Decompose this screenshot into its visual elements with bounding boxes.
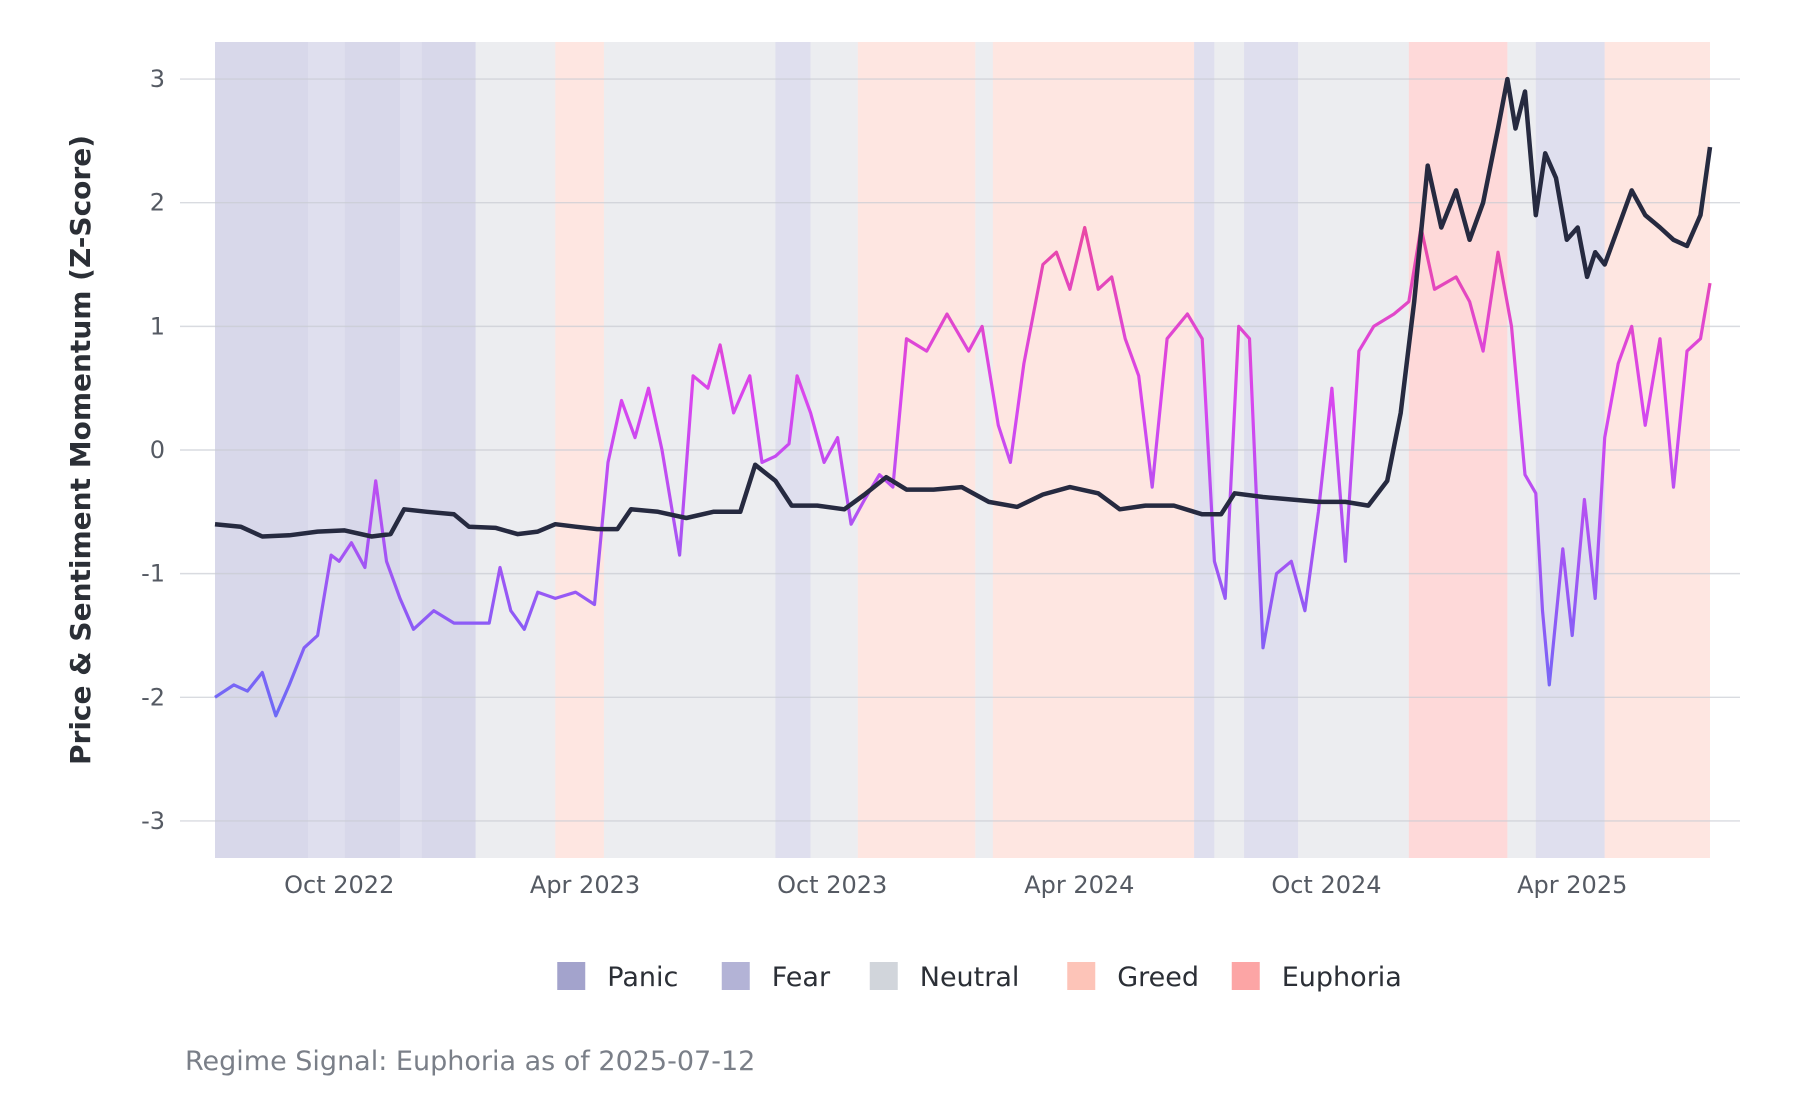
series-lines: [214, 76, 1713, 718]
legend-swatch-euphoria: [1231, 962, 1260, 990]
y-axis-ticks: -3 -2 -1 0 1 2 3: [141, 65, 165, 835]
y-tick-label: 0: [150, 436, 165, 464]
grid-lines: [180, 78, 1740, 822]
x-tick-label: Oct 2023: [777, 871, 887, 899]
y-tick-label: 2: [150, 189, 165, 217]
legend-label-greed: Greed: [1117, 962, 1199, 993]
x-tick-label: Oct 2024: [1271, 871, 1381, 899]
y-tick-label: -1: [141, 560, 165, 588]
sentiment-momentum-line: [214, 225, 1712, 718]
y-axis-label: Price & Sentiment Momentum (Z-Score): [64, 135, 97, 765]
legend-swatch-panic: [557, 962, 586, 990]
y-tick-label: -3: [141, 807, 165, 835]
x-tick-label: Apr 2025: [1517, 871, 1627, 899]
price-momentum-line: [214, 76, 1713, 539]
legend-swatch-neutral: [869, 962, 898, 990]
x-axis-ticks: Oct 2022 Apr 2023 Oct 2023 Apr 2024 Oct 2024…: [284, 871, 1627, 899]
x-tick-label: Apr 2023: [530, 871, 640, 899]
x-tick-label: Oct 2022: [284, 871, 394, 899]
legend-swatch-fear: [721, 962, 750, 990]
legend: Panic Fear Neutral Greed Euphoria: [557, 962, 1402, 993]
y-tick-label: 1: [150, 312, 165, 340]
y-tick-label: 3: [150, 65, 165, 93]
legend-label-euphoria: Euphoria: [1282, 962, 1402, 993]
legend-label-neutral: Neutral: [920, 962, 1020, 993]
legend-label-fear: Fear: [772, 962, 831, 993]
legend-label-panic: Panic: [607, 962, 678, 993]
legend-swatch-greed: [1067, 962, 1096, 990]
y-tick-label: -2: [141, 683, 165, 711]
regime-signal-caption: Regime Signal: Euphoria as of 2025-07-12: [185, 1046, 755, 1077]
x-tick-label: Apr 2024: [1024, 871, 1134, 899]
